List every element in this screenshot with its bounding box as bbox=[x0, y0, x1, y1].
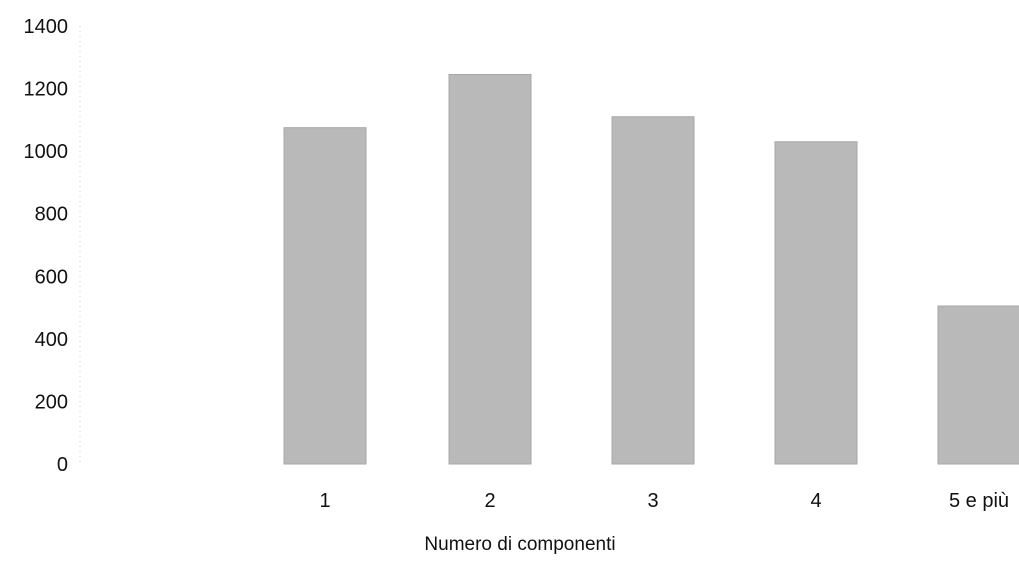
x-axis-title: Numero di componenti bbox=[424, 534, 615, 555]
x-tick-label: 3 bbox=[647, 490, 658, 512]
y-tick-label: 800 bbox=[35, 204, 68, 226]
y-tick-label: 1200 bbox=[24, 79, 69, 101]
y-tick-label: 1000 bbox=[24, 141, 69, 163]
bar bbox=[774, 141, 858, 465]
x-tick-label: 5 e più bbox=[949, 490, 1009, 512]
y-tick-label: 200 bbox=[35, 391, 68, 413]
y-axis-ticks: 0 200 400 600 800 1000 1200 1400 bbox=[24, 16, 69, 476]
y-tick-label: 600 bbox=[35, 266, 68, 288]
bar bbox=[283, 127, 367, 465]
bar bbox=[611, 116, 695, 465]
x-tick-label: 4 bbox=[810, 490, 821, 512]
y-tick-label: 400 bbox=[35, 329, 68, 351]
x-tick-label: 2 bbox=[484, 490, 495, 512]
x-axis-ticks: 1 2 3 4 5 e più bbox=[319, 490, 1009, 512]
bar bbox=[937, 305, 1019, 465]
x-tick-label: 1 bbox=[319, 490, 330, 512]
y-tick-label: 1400 bbox=[24, 16, 69, 38]
bar bbox=[448, 73, 532, 465]
y-tick-label: 0 bbox=[57, 454, 68, 476]
bars bbox=[283, 73, 1019, 465]
